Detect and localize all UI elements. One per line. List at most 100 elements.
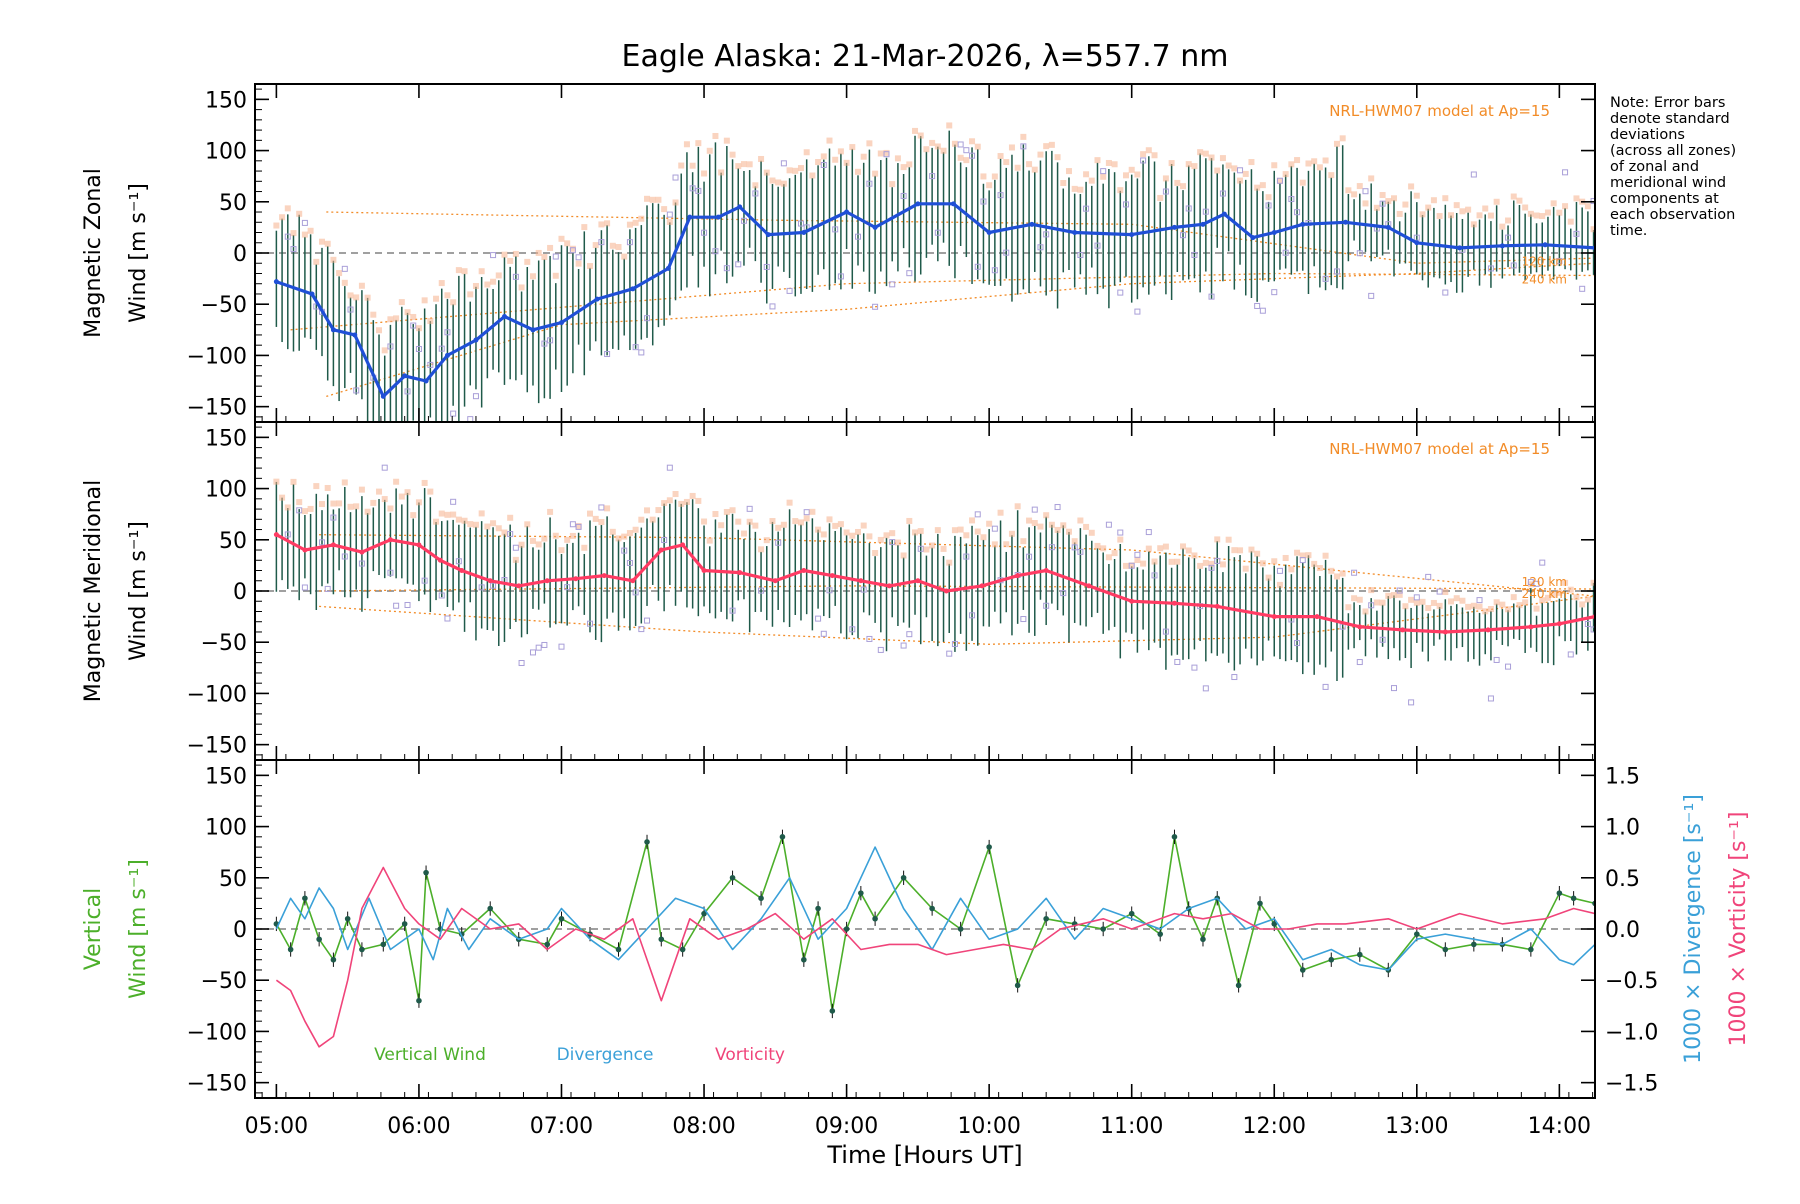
zone-sample (672, 174, 679, 181)
series-point-zonal (1499, 243, 1505, 249)
right-tick-label: 1.0 (1605, 816, 1640, 841)
series-point-meridional (658, 547, 664, 553)
zone-sample (330, 514, 337, 521)
model-marker (1225, 162, 1232, 169)
series-point-zonal (915, 201, 921, 207)
series-point-zonal (558, 320, 564, 326)
model-marker (341, 279, 348, 286)
y-tick-label: −150 (187, 1072, 247, 1097)
chart-title: Eagle Alaska: 21-Mar-2026, λ=557.7 nm (622, 39, 1229, 74)
model-marker (490, 278, 497, 285)
model-marker (815, 526, 822, 533)
model-label: NRL-HWM07 model at Ap=15 (1329, 102, 1550, 120)
model-marker (1419, 598, 1426, 605)
zone-sample (946, 650, 953, 657)
y-tick-label: 50 (219, 867, 247, 892)
vertical-wind-point (544, 941, 551, 948)
model-marker (929, 139, 936, 146)
model-marker (1060, 522, 1067, 529)
y-tick-label: 150 (205, 426, 247, 451)
model-marker (678, 162, 685, 169)
panels-group: NRL-HWM07 model at Ap=15 120 km 240 km −150… (81, 83, 1751, 1139)
zone-sample (638, 626, 645, 633)
vertical-wind-point (644, 839, 650, 845)
zone-sample (803, 509, 810, 516)
model-marker (484, 281, 491, 288)
series-point-zonal (1542, 242, 1548, 248)
model-marker (877, 536, 884, 543)
model-marker (279, 494, 286, 501)
model-marker (1430, 599, 1437, 606)
zone-sample (1071, 544, 1078, 551)
zone-sample (1356, 250, 1363, 257)
zone-sample (1117, 529, 1124, 536)
model-marker (632, 219, 639, 226)
zone-sample (1493, 656, 1500, 663)
model-altitude-label: 240 km (1522, 587, 1567, 601)
model-marker (512, 556, 519, 563)
model-marker (535, 541, 542, 548)
model-marker (324, 240, 331, 247)
model-marker (518, 284, 525, 291)
series-point-meridional (1043, 568, 1049, 574)
model-marker (1311, 158, 1318, 165)
series-point-meridional (1556, 621, 1562, 627)
model-marker (832, 522, 839, 529)
zone-sample (860, 586, 867, 593)
series-line-divergence (275, 846, 1595, 971)
model-marker (866, 533, 873, 540)
model-marker (689, 492, 696, 499)
model-marker (735, 163, 742, 170)
model-marker (370, 499, 377, 506)
model-marker (587, 510, 593, 517)
y-axis-title-line1: Magnetic Meridional (81, 480, 106, 702)
zone-sample (564, 584, 571, 591)
model-marker (1014, 164, 1021, 171)
model-marker (1556, 589, 1563, 596)
model-marker (1248, 159, 1255, 166)
model-marker (894, 539, 901, 546)
zone-sample (889, 281, 896, 288)
zone-sample (587, 620, 593, 627)
model-marker (1470, 602, 1477, 609)
model-marker (1208, 560, 1215, 567)
zone-sample (712, 248, 719, 255)
zone-sample (404, 601, 411, 608)
model-marker (1305, 552, 1312, 559)
model-marker (1162, 543, 1169, 550)
vertical-wind-point (1471, 941, 1477, 948)
series-point-meridional (387, 537, 393, 543)
model-marker (917, 132, 924, 139)
model-marker (1237, 547, 1244, 554)
zone-sample (1322, 683, 1329, 690)
zone-sample (1100, 168, 1107, 175)
model-marker (1003, 159, 1010, 166)
series-point-zonal (1250, 235, 1256, 241)
zone-sample (569, 521, 576, 528)
model-marker (1391, 195, 1397, 202)
zone-sample (1054, 504, 1061, 511)
model-marker (592, 242, 599, 249)
model-marker (1208, 154, 1215, 161)
model-marker (290, 230, 297, 237)
model-marker (1562, 203, 1569, 210)
series-point-zonal (273, 279, 279, 285)
series-point-zonal (737, 204, 743, 210)
series-point-meridional (1129, 598, 1135, 604)
model-marker (461, 268, 468, 275)
model-marker (290, 478, 297, 485)
model-altitude-label: 120 km (1522, 254, 1567, 268)
model-marker (1436, 602, 1443, 609)
zone-sample (421, 577, 428, 584)
model-marker (1453, 595, 1460, 602)
zone-sample (478, 584, 485, 591)
y-tick-label: 150 (205, 88, 247, 113)
zone-sample (415, 345, 422, 352)
x-tick-label: 12:00 (1243, 1114, 1306, 1139)
series-point-zonal (530, 327, 536, 333)
zone-sample (1413, 234, 1420, 241)
model-marker (701, 518, 708, 525)
series-point-zonal (765, 232, 771, 238)
model-marker (330, 256, 337, 263)
